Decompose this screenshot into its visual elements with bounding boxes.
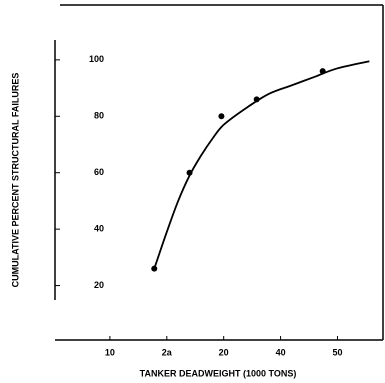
x-axis-label: TANKER DEADWEIGHT (1000 TONS) [140, 368, 297, 378]
x-tick-label: 10 [105, 347, 115, 357]
x-tick-label: 20 [219, 347, 229, 357]
x-tick-label: 50 [332, 347, 342, 357]
y-tick-label: 60 [94, 167, 104, 177]
y-tick-label: 80 [94, 111, 104, 121]
x-tick-label: 2a [162, 347, 173, 357]
x-tick-label: 40 [276, 347, 286, 357]
y-axis-label: CUMULATIVE PERCENT STRUCTURAL FAILURES [10, 73, 20, 288]
y-tick-label: 20 [94, 280, 104, 290]
data-point [218, 113, 225, 120]
y-tick-label: 100 [89, 54, 104, 64]
y-tick-label: 40 [94, 224, 104, 234]
fit-curve [153, 60, 370, 269]
